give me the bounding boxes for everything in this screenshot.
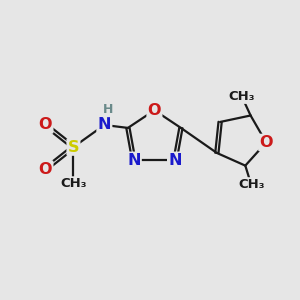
- Text: O: O: [260, 135, 273, 150]
- Text: N: N: [168, 153, 182, 168]
- Text: S: S: [68, 140, 79, 154]
- Text: CH₃: CH₃: [60, 177, 87, 190]
- Text: O: O: [39, 118, 52, 133]
- Text: CH₃: CH₃: [238, 178, 265, 191]
- Text: O: O: [39, 162, 52, 177]
- Text: H: H: [103, 103, 113, 116]
- Text: CH₃: CH₃: [229, 90, 255, 103]
- Text: N: N: [127, 153, 141, 168]
- Text: O: O: [148, 103, 161, 118]
- Text: N: N: [98, 118, 111, 133]
